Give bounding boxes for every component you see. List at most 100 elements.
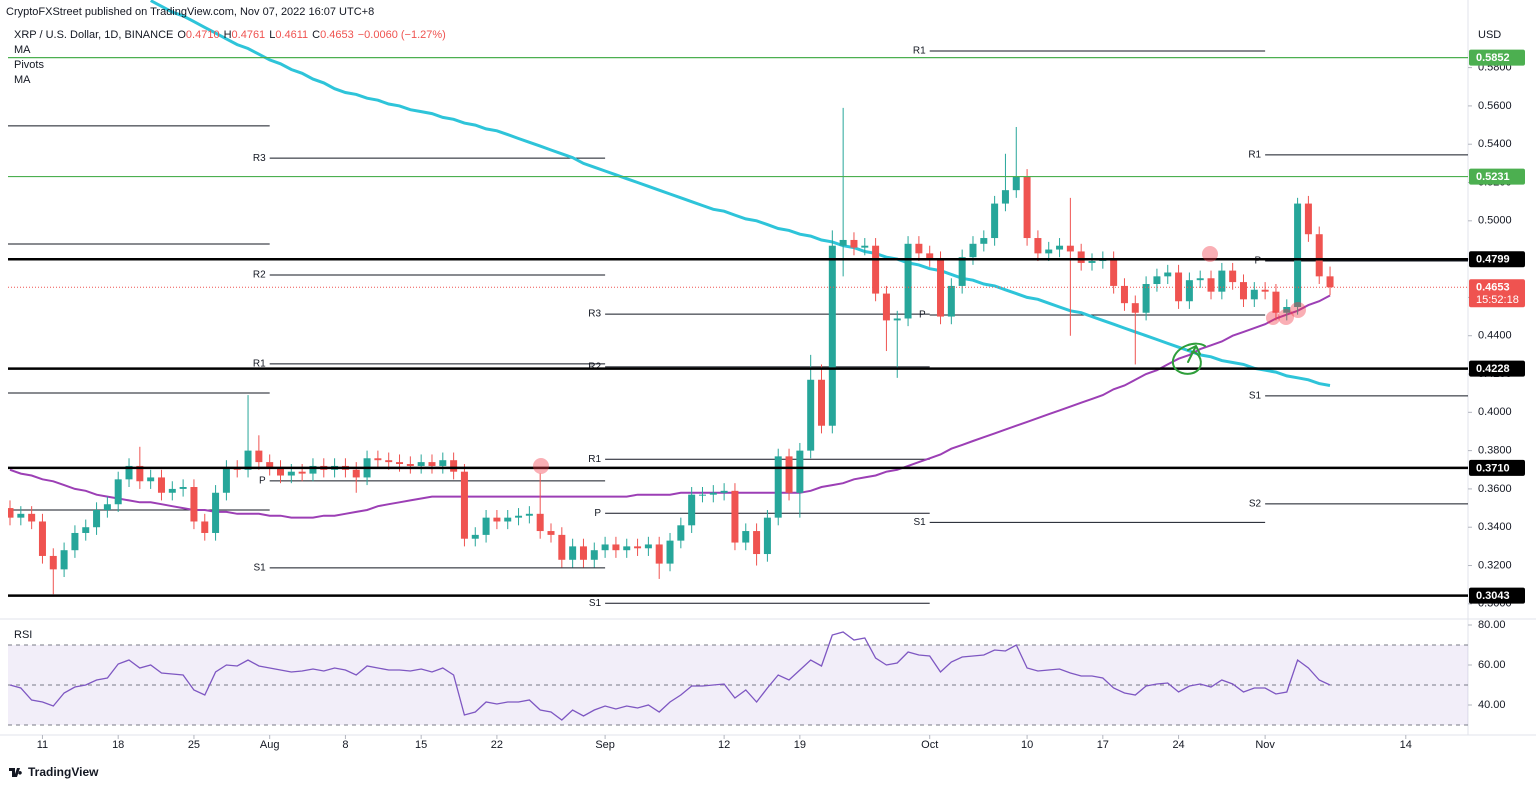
level-tag-label: 0.4228 xyxy=(1476,363,1510,375)
y-tick-label: 0.3800 xyxy=(1478,445,1512,457)
x-tick-label: Nov xyxy=(1255,739,1275,751)
pivot-label: P xyxy=(259,476,266,487)
candle-body xyxy=(558,534,566,560)
level-tag xyxy=(1469,360,1525,377)
candle-body xyxy=(839,239,847,246)
candle-body xyxy=(785,456,793,493)
candle-body xyxy=(1131,303,1139,313)
candle-body xyxy=(1110,259,1118,286)
candle-body xyxy=(915,243,923,254)
indicator-label: Pivots xyxy=(14,59,44,71)
candle-body xyxy=(1326,276,1334,288)
pivot-label: R2 xyxy=(588,362,601,373)
candle-body xyxy=(677,525,685,541)
level-tag xyxy=(1469,251,1525,268)
candle-body xyxy=(1164,272,1172,277)
candle-body xyxy=(579,546,587,560)
candle-body xyxy=(1304,203,1312,235)
candle-body xyxy=(1239,282,1247,300)
candle-body xyxy=(569,546,577,560)
candle-body xyxy=(688,494,696,526)
level-tag-label: 0.5852 xyxy=(1476,52,1510,64)
candle-body xyxy=(958,257,966,286)
pivot-label: S1 xyxy=(589,598,602,609)
candle-body xyxy=(904,243,912,319)
candle-body xyxy=(1315,234,1323,277)
level-tag-label: 0.4799 xyxy=(1476,254,1510,266)
ohlc-value: 0.4761 xyxy=(232,29,266,41)
x-tick-label: Oct xyxy=(921,739,938,751)
x-tick-label: 18 xyxy=(112,739,124,751)
candle-body xyxy=(980,238,988,244)
pivot-label: R3 xyxy=(253,153,266,164)
price-pane: R3 R2 R1 P S1 R3 R2 R1 P S1 R1 P S1 R1 P S1 S2 xyxy=(8,0,1468,609)
candle-body xyxy=(698,494,706,496)
level-tag xyxy=(1469,168,1525,185)
rsi-title: RSI xyxy=(14,629,32,641)
candle-body xyxy=(266,462,274,468)
candle-body xyxy=(1283,306,1291,313)
y-tick-label: 0.5400 xyxy=(1478,138,1512,150)
candle-body xyxy=(179,487,187,489)
candle-body xyxy=(450,460,458,472)
candle-body xyxy=(720,490,728,493)
candle-body xyxy=(1056,245,1064,250)
candle-body xyxy=(396,462,404,465)
candle-body xyxy=(136,465,144,482)
hand-drawn-circle xyxy=(1171,342,1206,375)
candle-body xyxy=(763,517,771,555)
last-price-tag xyxy=(1469,279,1525,308)
y-tick-label: 0.4000 xyxy=(1478,406,1512,418)
candle-body xyxy=(861,245,869,248)
level-tag xyxy=(1469,459,1525,476)
candle-body xyxy=(157,477,165,493)
candle-body xyxy=(1261,289,1269,292)
highlight-marker xyxy=(533,458,549,474)
candle-body xyxy=(872,245,880,294)
ohlc-key: H xyxy=(224,29,232,41)
y-tick-label: 0.5600 xyxy=(1478,100,1512,112)
ohlc-value: 0.4710 xyxy=(186,29,220,41)
candle-body xyxy=(460,471,468,539)
candle-body xyxy=(590,550,598,560)
candle-body xyxy=(1088,261,1096,263)
x-tick-label: 22 xyxy=(491,739,503,751)
pivot-label: S1 xyxy=(253,562,266,573)
candle-body xyxy=(385,460,393,463)
candle-body xyxy=(201,521,209,533)
candle-body xyxy=(1153,276,1161,285)
candle-body xyxy=(1012,176,1020,191)
candle-body xyxy=(49,555,57,570)
candle-body xyxy=(60,550,68,570)
countdown-label: 15:52:18 xyxy=(1476,294,1519,306)
candle-body xyxy=(1120,285,1128,304)
candle-body xyxy=(17,513,25,518)
moving-average xyxy=(9,294,1331,519)
candle-body xyxy=(601,544,609,551)
candle-body xyxy=(277,467,285,476)
indicator-label: MA xyxy=(14,44,31,56)
candle-body xyxy=(655,544,663,564)
candle-body xyxy=(114,479,122,505)
x-tick-label: 15 xyxy=(415,739,427,751)
candle-body xyxy=(882,293,890,321)
indicator-label: MA xyxy=(14,74,31,86)
ohlc-key: O xyxy=(177,29,186,41)
ohlc-value: 0.4611 xyxy=(275,29,308,41)
highlight-marker xyxy=(1202,246,1218,262)
candle-body xyxy=(1294,203,1302,307)
x-tick-label: 17 xyxy=(1097,739,1109,751)
candle-body xyxy=(796,450,804,493)
y-tick-label: 0.3600 xyxy=(1478,483,1512,495)
candle-body xyxy=(644,544,652,549)
y-tick-label: 0.3400 xyxy=(1478,521,1512,533)
pivot-label: R1 xyxy=(588,454,601,465)
x-tick-label: 10 xyxy=(1021,739,1033,751)
axis-unit: USD xyxy=(1478,29,1501,41)
candle-body xyxy=(374,458,382,461)
candle-body xyxy=(352,469,360,478)
symbol-name: XRP / U.S. Dollar, 1D, BINANCE xyxy=(14,29,173,41)
y-tick-label: 0.3200 xyxy=(1478,559,1512,571)
annotations xyxy=(533,246,1306,474)
